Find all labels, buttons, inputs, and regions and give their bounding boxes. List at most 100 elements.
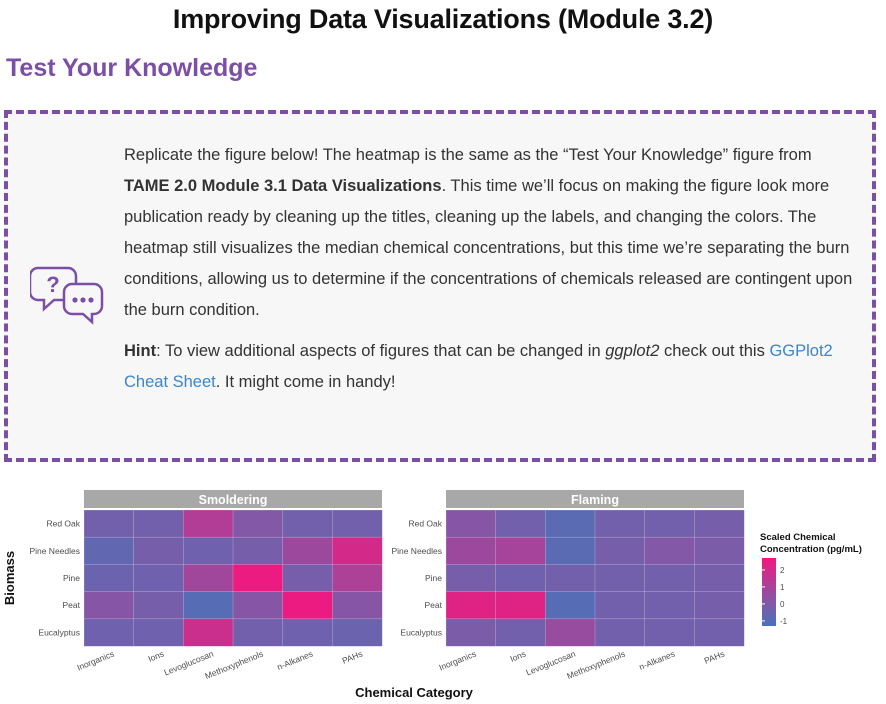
y-tick-label: Eucalyptus [400, 627, 442, 637]
instructions-paragraph: Replicate the figure below! The heatmap … [124, 140, 854, 326]
heatmap-cell [332, 564, 383, 593]
heatmap-cell [545, 509, 596, 538]
y-tick-label: Eucalyptus [38, 627, 80, 637]
callout-text: Replicate the figure below! The heatmap … [124, 140, 854, 408]
heatmap-cell [183, 564, 234, 593]
x-tick-label: n-Alkanes [275, 649, 314, 672]
x-tick-label: Inorganics [75, 649, 115, 673]
heatmap-cell [133, 618, 184, 647]
panel-title: Flaming [571, 493, 619, 507]
heatmap-cell [332, 509, 383, 538]
heatmap-cell [83, 591, 135, 620]
heatmap-cell [495, 536, 546, 566]
question-speech-bubbles-icon: ? [30, 266, 104, 325]
legend-tick-label: 0 [780, 600, 785, 609]
heatmap-cell [594, 618, 646, 647]
legend-tick-label: 2 [780, 566, 785, 575]
heatmap-cell [133, 536, 184, 566]
heatmap-cell [545, 564, 596, 593]
section-title: Test Your Knowledge [6, 54, 258, 82]
hint-label: Hint [124, 342, 157, 360]
heatmap-cell [332, 618, 383, 647]
heatmap-cell [495, 618, 546, 647]
y-tick-label: Red Oak [46, 519, 80, 529]
y-tick-label: Peat [63, 600, 81, 610]
heatmap-cell [545, 591, 596, 620]
heatmap-cell [594, 591, 646, 620]
heatmap-cell [183, 591, 234, 620]
heatmap-cell [83, 509, 135, 538]
heatmap-cell [133, 564, 184, 593]
heatmap-cell [332, 536, 383, 566]
legend-title: Scaled Chemical [760, 532, 836, 543]
heatmap-cell [594, 509, 646, 538]
instructions-text-continued: . This time we’ll focus on making the fi… [124, 177, 853, 319]
y-tick-label: Red Oak [408, 519, 442, 529]
x-axis-title: Chemical Category [355, 685, 474, 700]
heatmap-cell [83, 564, 135, 593]
page-title: Improving Data Visualizations (Module 3.… [172, 4, 714, 34]
legend-tick-label: 1 [780, 583, 785, 592]
legend-colorbar [762, 558, 776, 626]
heatmap-cell [694, 536, 745, 566]
heatmap-cell [83, 536, 135, 566]
cheat-sheet-link[interactable]: GGPlot2 Cheat Sheet [124, 342, 833, 391]
x-tick-label: Ions [147, 649, 166, 664]
x-tick-label: PAHs [703, 649, 726, 666]
panel-strip [446, 490, 744, 508]
heatmap-cell [282, 591, 333, 620]
heatmap-cell [183, 536, 234, 566]
heatmap-cell [232, 618, 284, 647]
heatmap-cell [232, 591, 284, 620]
heatmap-cell [332, 591, 383, 620]
heatmap-cell [445, 536, 497, 566]
heatmap-cell [232, 536, 284, 566]
heatmap-cell [232, 564, 284, 593]
y-tick-label: Pine Needles [29, 546, 80, 556]
instructions-text: Replicate the figure below! The heatmap … [124, 146, 812, 164]
heatmap-cell [594, 536, 646, 566]
y-axis-title: Biomass [2, 551, 17, 605]
heatmap-cell [694, 509, 745, 538]
heatmap-cell [445, 509, 497, 538]
x-tick-label: n-Alkanes [637, 649, 676, 672]
heatmap-cell [694, 618, 745, 647]
y-tick-label: Pine [63, 573, 80, 583]
heatmap-cell [644, 618, 695, 647]
y-tick-label: Pine Needles [391, 546, 442, 556]
hint-text-end: . It might come in handy! [215, 373, 396, 391]
y-tick-label: Pine [425, 573, 442, 583]
heatmap-cell [133, 591, 184, 620]
module-reference: TAME 2.0 Module 3.1 Data Visualizations [124, 177, 442, 195]
heatmap-cell [445, 591, 497, 620]
heatmap-cell [183, 618, 234, 647]
heatmap-cell [282, 564, 333, 593]
heatmap-cell [545, 618, 596, 647]
heatmap-cell [282, 618, 333, 647]
heatmap-cell [495, 591, 546, 620]
panel-strip [84, 490, 382, 508]
heatmap-cell [644, 564, 695, 593]
heatmap-cell [445, 618, 497, 647]
legend-tick-label: -1 [780, 617, 788, 626]
knowledge-callout-box: ? Replicate the figure below! The heatma… [4, 110, 876, 462]
legend-title-line2: Concentration (pg/mL) [760, 544, 862, 555]
hint-text-continued: check out this [659, 342, 770, 360]
heatmap-cell [644, 591, 695, 620]
heatmap-cell [133, 509, 184, 538]
heatmap-cell [282, 536, 333, 566]
y-tick-label: Peat [425, 600, 443, 610]
heatmap-cell [183, 509, 234, 538]
x-tick-label: PAHs [341, 649, 364, 666]
heatmap-cell [495, 509, 546, 538]
svg-text:?: ? [46, 272, 59, 297]
heatmap-cell [282, 509, 333, 538]
heatmap-cell [232, 509, 284, 538]
panel-title: Smoldering [199, 493, 268, 507]
ggplot2-name: ggplot2 [605, 342, 660, 360]
heatmap-cell [594, 564, 646, 593]
hint-text: : To view additional aspects of figures … [156, 342, 606, 360]
heatmap-cell [644, 509, 695, 538]
heatmap-cell [495, 564, 546, 593]
hint-paragraph: Hint: To view additional aspects of figu… [124, 336, 854, 398]
